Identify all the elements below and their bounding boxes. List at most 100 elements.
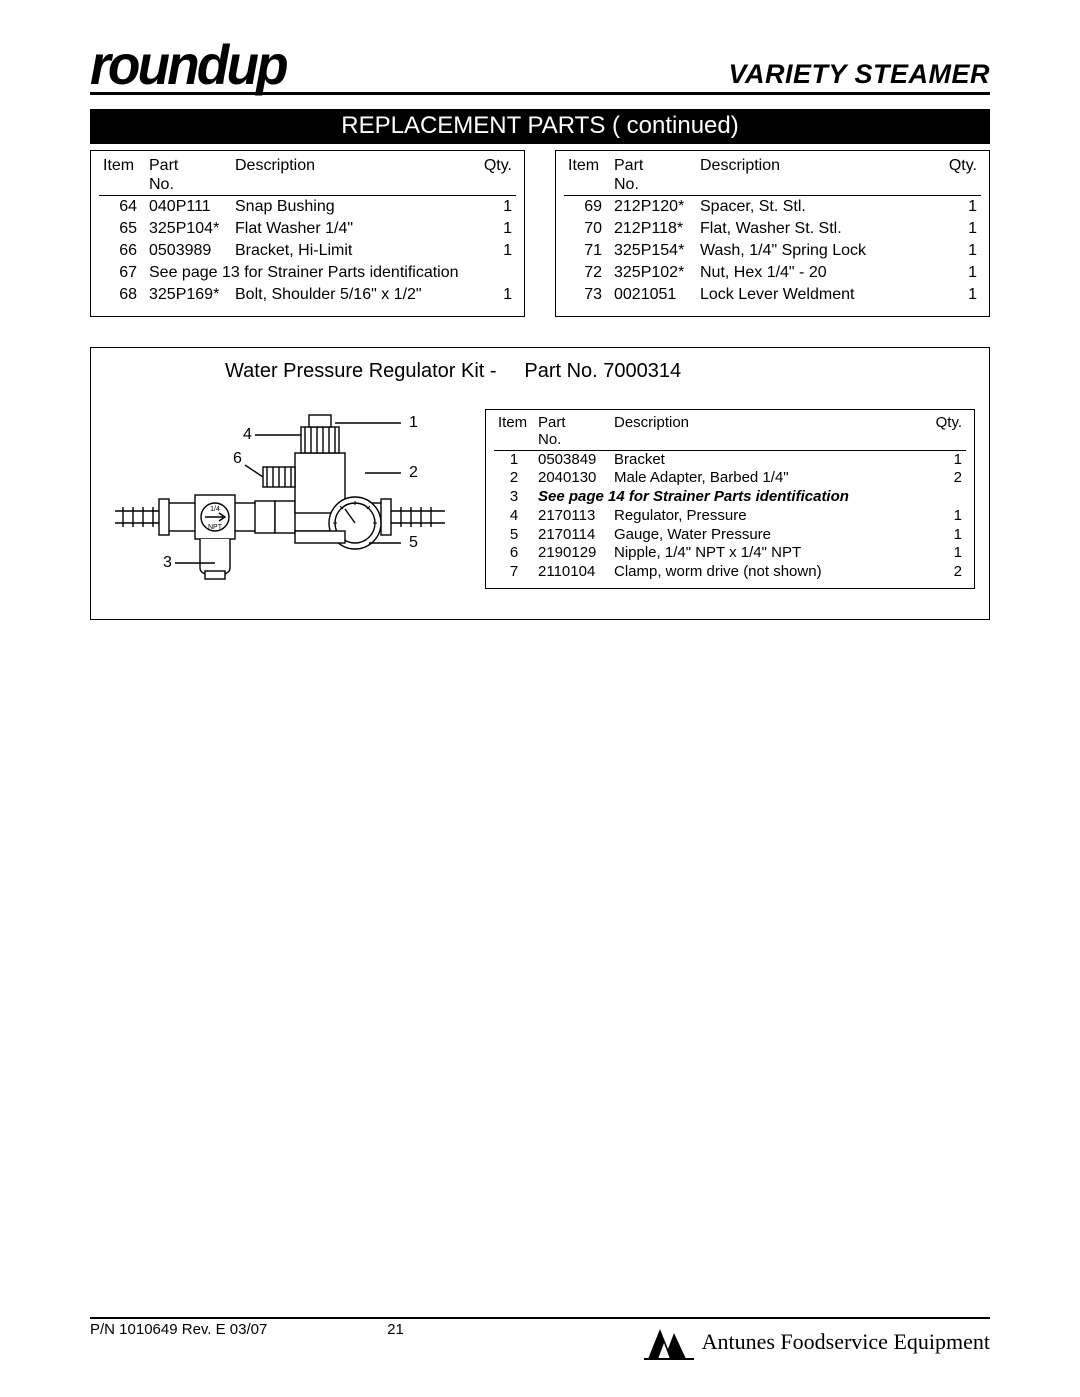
- cell-desc: Male Adapter, Barbed 1/4": [610, 469, 930, 488]
- table-row: 22040130Male Adapter, Barbed 1/4"2: [494, 469, 966, 488]
- parts-table-left: Item Part No. Description Qty. 64040P111…: [99, 155, 516, 306]
- brand-logo: roundup: [90, 40, 286, 90]
- cell-qty: 1: [941, 196, 981, 219]
- cell-desc: Nut, Hex 1/4" - 20: [696, 262, 941, 284]
- cell-desc: Bracket: [610, 450, 930, 469]
- cell-item: 5: [494, 526, 534, 545]
- footer-page-number: 21: [387, 1321, 404, 1338]
- cell-qty: 1: [941, 218, 981, 240]
- cell-qty: 1: [941, 284, 981, 306]
- cell-item: 4: [494, 507, 534, 526]
- cell-qty: 2: [930, 563, 966, 582]
- cell-part: 2040130: [534, 469, 610, 488]
- callout-2: 2: [409, 464, 418, 481]
- col-item: Item: [99, 155, 145, 195]
- cell-part: 0021051: [610, 284, 696, 306]
- cell-desc: Snap Bushing: [231, 196, 476, 219]
- cell-qty: 2: [930, 469, 966, 488]
- cell-item: 65: [99, 218, 145, 240]
- cell-item: 7: [494, 563, 534, 582]
- regulator-diagram: 1/4 NPT 1 2 5 3 4 6: [105, 393, 465, 603]
- callout-4: 4: [243, 426, 252, 443]
- col-part-line1: Part: [149, 157, 178, 174]
- page: roundup VARIETY STEAMER REPLACEMENT PART…: [0, 0, 1080, 1397]
- col-item: Item: [494, 412, 534, 450]
- cell-qty: 1: [930, 507, 966, 526]
- cell-desc: Bolt, Shoulder 5/16" x 1/2": [231, 284, 476, 306]
- cell-qty: 1: [930, 450, 966, 469]
- cell-item: 70: [564, 218, 610, 240]
- table-row: 660503989Bracket, Hi-Limit1: [99, 240, 516, 262]
- table-row: 69212P120*Spacer, St. Stl.1: [564, 196, 981, 219]
- table-row: 72325P102*Nut, Hex 1/4" - 201: [564, 262, 981, 284]
- callout-3: 3: [163, 554, 172, 571]
- table-row: 68325P169*Bolt, Shoulder 5/16" x 1/2"1: [99, 284, 516, 306]
- callout-1: 1: [409, 414, 418, 431]
- cell-item: 68: [99, 284, 145, 306]
- cell-item: 67: [99, 262, 145, 284]
- kit-title-a: Water Pressure Regulator Kit -: [225, 360, 497, 382]
- table-row: 52170114Gauge, Water Pressure1: [494, 526, 966, 545]
- cell-part: 2190129: [534, 544, 610, 563]
- cell-desc: Spacer, St. Stl.: [696, 196, 941, 219]
- table-row: 3See page 14 for Strainer Parts identifi…: [494, 488, 966, 507]
- footer-part-number: P/N 1010649 Rev. E 03/07: [90, 1321, 267, 1338]
- cell-note: See page 13 for Strainer Parts identific…: [145, 262, 516, 284]
- cell-qty: 1: [476, 218, 516, 240]
- col-qty: Qty.: [476, 155, 516, 195]
- cell-qty: 1: [930, 526, 966, 545]
- table-row: 67See page 13 for Strainer Parts identif…: [99, 262, 516, 284]
- company-logo-block: Antunes Foodservice Equipment: [644, 1321, 990, 1363]
- cell-part: 212P118*: [610, 218, 696, 240]
- callout-6: 6: [233, 450, 242, 467]
- cell-desc: Flat, Washer St. Stl.: [696, 218, 941, 240]
- cell-item: 1: [494, 450, 534, 469]
- cell-item: 6: [494, 544, 534, 563]
- table-row: 42170113Regulator, Pressure1: [494, 507, 966, 526]
- parts-box-left: Item Part No. Description Qty. 64040P111…: [90, 150, 525, 317]
- col-qty: Qty.: [941, 155, 981, 195]
- cell-qty: 1: [476, 196, 516, 219]
- kit-title-b: Part No. 7000314: [524, 360, 681, 382]
- table-row: 730021051Lock Lever Weldment1: [564, 284, 981, 306]
- cell-desc: Regulator, Pressure: [610, 507, 930, 526]
- cell-part: 0503849: [534, 450, 610, 469]
- cell-qty: 1: [476, 284, 516, 306]
- cell-desc: Bracket, Hi-Limit: [231, 240, 476, 262]
- table-row: 72110104Clamp, worm drive (not shown)2: [494, 563, 966, 582]
- kit-title: Water Pressure Regulator Kit - Part No. …: [105, 360, 975, 383]
- cell-item: 69: [564, 196, 610, 219]
- kit-content-row: 1/4 NPT 1 2 5 3 4 6 Item Part: [105, 393, 975, 603]
- cell-desc: Clamp, worm drive (not shown): [610, 563, 930, 582]
- cell-desc: Nipple, 1/4" NPT x 1/4" NPT: [610, 544, 930, 563]
- table-row: 65325P104*Flat Washer 1/4"1: [99, 218, 516, 240]
- cell-item: 64: [99, 196, 145, 219]
- kit-table: Item Part No. Description Qty. 10503849B…: [494, 412, 966, 582]
- col-item: Item: [564, 155, 610, 195]
- cell-part: 2170113: [534, 507, 610, 526]
- cell-part: 325P154*: [610, 240, 696, 262]
- cell-item: 66: [99, 240, 145, 262]
- col-part: Part No.: [534, 412, 610, 450]
- col-part: Part No.: [610, 155, 696, 195]
- parts-box-right: Item Part No. Description Qty. 69212P120…: [555, 150, 990, 317]
- cell-item: 3: [494, 488, 534, 507]
- cell-item: 2: [494, 469, 534, 488]
- diagram-npt-bot: NPT: [208, 524, 223, 531]
- cell-part: 0503989: [145, 240, 231, 262]
- table-row: 62190129Nipple, 1/4" NPT x 1/4" NPT1: [494, 544, 966, 563]
- cell-part: 040P111: [145, 196, 231, 219]
- cell-part: 212P120*: [610, 196, 696, 219]
- antunes-logo-icon: [644, 1321, 694, 1363]
- table-row: 70212P118*Flat, Washer St. Stl.1: [564, 218, 981, 240]
- table-row: 10503849Bracket1: [494, 450, 966, 469]
- cell-part: 325P169*: [145, 284, 231, 306]
- cell-desc: Gauge, Water Pressure: [610, 526, 930, 545]
- col-desc: Description: [231, 155, 476, 195]
- kit-table-box: Item Part No. Description Qty. 10503849B…: [485, 409, 975, 589]
- parts-table-right: Item Part No. Description Qty. 69212P120…: [564, 155, 981, 306]
- cell-part: 325P104*: [145, 218, 231, 240]
- diagram-npt-top: 1/4: [210, 506, 220, 513]
- col-part-line1: Part: [614, 157, 643, 174]
- cell-qty: 1: [941, 262, 981, 284]
